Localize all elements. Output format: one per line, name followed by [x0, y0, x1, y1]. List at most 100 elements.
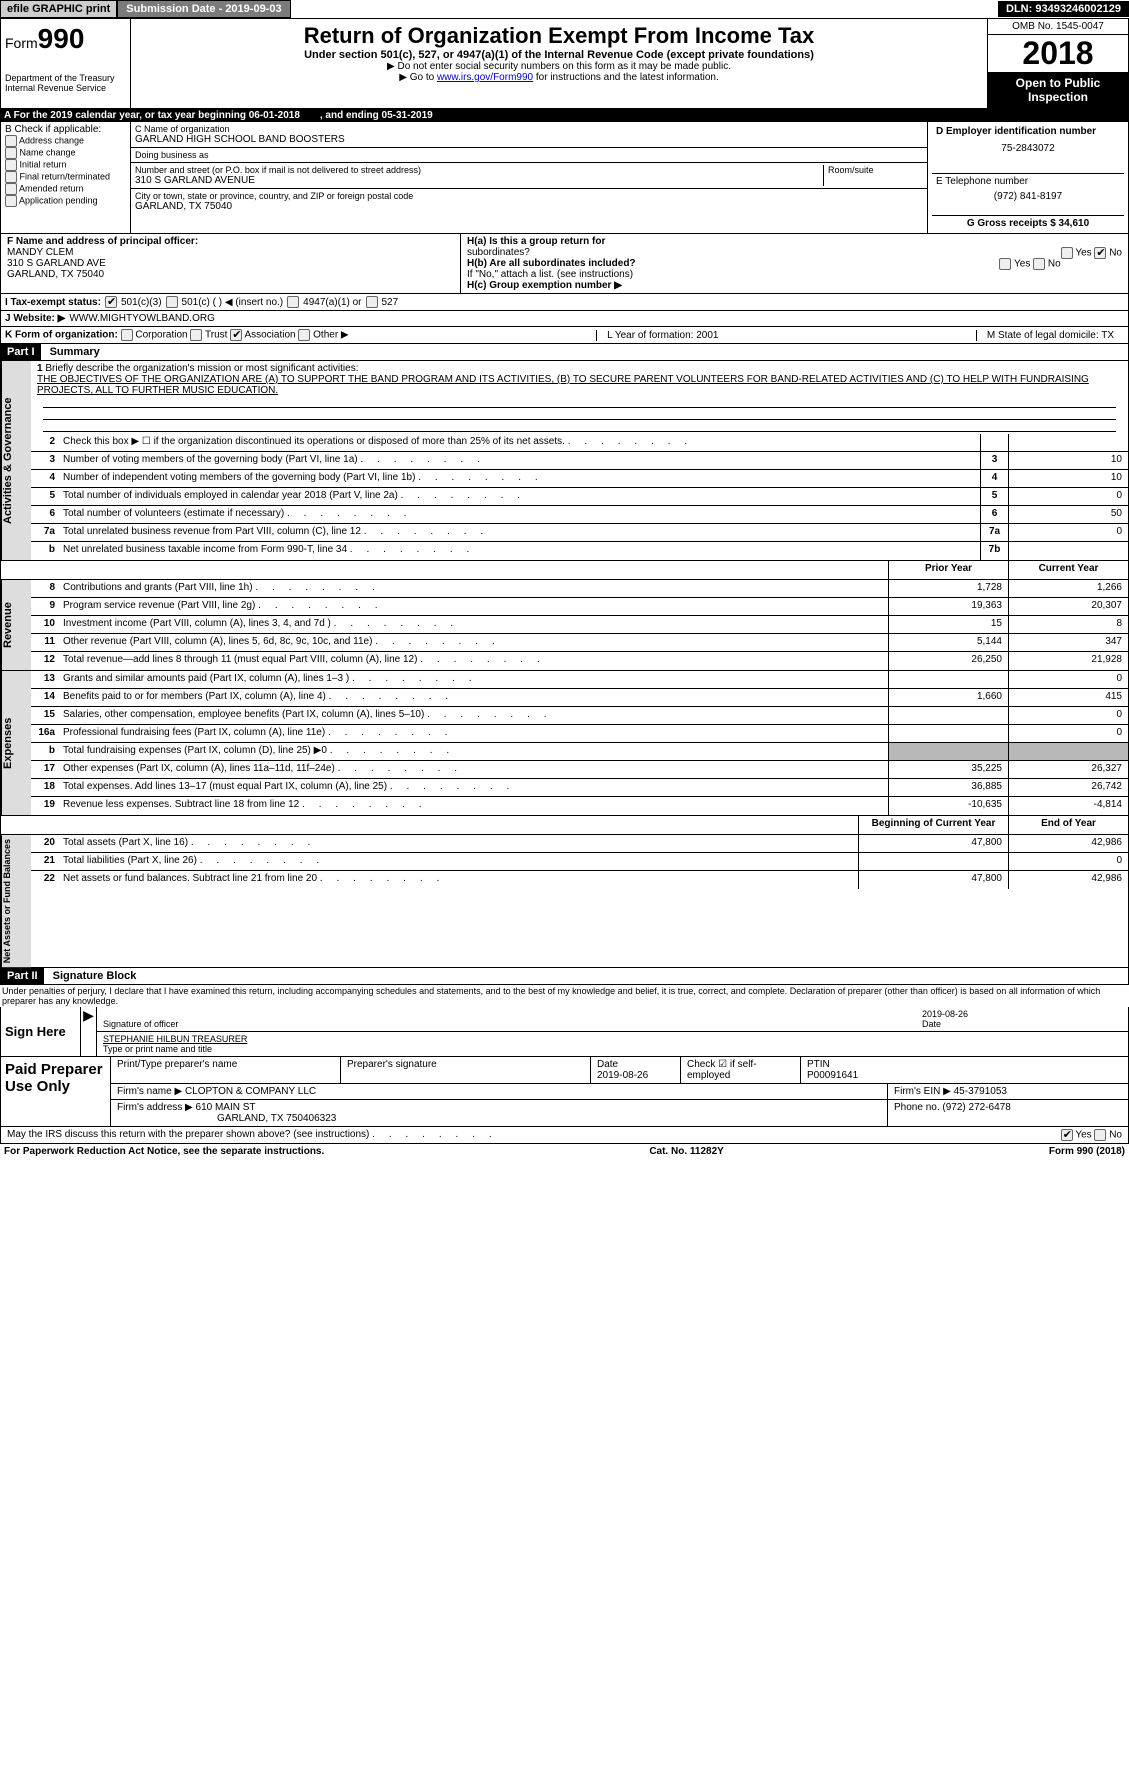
- addr-cell: Number and street (or P.O. box if mail i…: [131, 163, 927, 189]
- gross-label: G Gross receipts $ 34,610: [936, 218, 1120, 229]
- cb-4947[interactable]: [287, 296, 299, 308]
- cb-name[interactable]: Name change: [5, 147, 126, 159]
- prep-h4: Check ☑ if self-employed: [681, 1057, 801, 1083]
- gov-vlabel: Activities & Governance: [1, 361, 31, 560]
- instr-2-post: for instructions and the latest informat…: [533, 72, 719, 83]
- firm-ein-cell: Firm's EIN ▶ 45-3791053: [888, 1084, 1128, 1099]
- instr-2-pre: ▶ Go to: [399, 72, 437, 83]
- rev-section: Revenue 8 Contributions and grants (Part…: [0, 580, 1129, 671]
- cb-527[interactable]: [366, 296, 378, 308]
- discuss-text: May the IRS discuss this return with the…: [7, 1129, 492, 1141]
- sig-date: 2019-08-26Date: [922, 1009, 1122, 1029]
- discuss-yes-cb[interactable]: [1061, 1129, 1073, 1141]
- preparer-label: Paid Preparer Use Only: [1, 1057, 111, 1126]
- exp-vlabel: Expenses: [1, 671, 31, 815]
- cb-pending[interactable]: Application pending: [5, 195, 126, 207]
- gov-line: 5 Total number of individuals employed i…: [31, 488, 1128, 506]
- preparer-body: Print/Type preparer's name Preparer's si…: [111, 1057, 1128, 1126]
- cb-initial[interactable]: Initial return: [5, 159, 126, 171]
- ha-yesno: Yes No: [1061, 247, 1122, 259]
- efile-badge: efile GRAPHIC print: [0, 0, 117, 18]
- ha-label: H(a) Is this a group return for: [467, 236, 605, 247]
- tax-year: 2018: [988, 35, 1128, 72]
- exp-section: Expenses 13 Grants and similar amounts p…: [0, 671, 1129, 816]
- row-a-left: A For the 2019 calendar year, or tax yea…: [4, 110, 300, 121]
- fin-line: 20 Total assets (Part X, line 16) 47,800…: [31, 835, 1128, 853]
- hb-label: H(b) Are all subordinates included?: [467, 258, 636, 269]
- prior-year-hdr: Prior Year: [888, 561, 1008, 579]
- form-prefix: Form: [5, 35, 38, 51]
- fin-line: 10 Investment income (Part VIII, column …: [31, 616, 1128, 634]
- cb-other[interactable]: [298, 329, 310, 341]
- gov-body: 1 Briefly describe the organization's mi…: [31, 361, 1128, 560]
- prep-h5: PTINP00091641: [801, 1057, 864, 1083]
- submission-date: Submission Date - 2019-09-03: [117, 0, 290, 18]
- omb-no: OMB No. 1545-0047: [988, 19, 1128, 35]
- state-domicile: M State of legal domicile: TX: [976, 330, 1124, 341]
- part2-label: Part II: [1, 968, 44, 984]
- exp-body: 13 Grants and similar amounts paid (Part…: [31, 671, 1128, 815]
- box-b-label: B Check if applicable:: [5, 124, 126, 135]
- ha-no-cb[interactable]: [1094, 247, 1106, 259]
- hb-yesno: Yes No: [999, 258, 1060, 270]
- hb-yes-cb[interactable]: [999, 258, 1011, 270]
- cb-501c[interactable]: [166, 296, 178, 308]
- fin-line: 15 Salaries, other compensation, employe…: [31, 707, 1128, 725]
- fin-line: 9 Program service revenue (Part VIII, li…: [31, 598, 1128, 616]
- col-b: B Check if applicable: Address change Na…: [1, 122, 131, 233]
- firm-phone-cell: Phone no. (972) 272-6478: [888, 1100, 1128, 1126]
- cb-trust[interactable]: [190, 329, 202, 341]
- fin-line: 11 Other revenue (Part VIII, column (A),…: [31, 634, 1128, 652]
- cb-final[interactable]: Final return/terminated: [5, 171, 126, 183]
- officer-name: MANDY CLEM: [7, 247, 454, 258]
- mission-block: 1 Briefly describe the organization's mi…: [31, 361, 1128, 434]
- col-d: D Employer identification number 75-2843…: [928, 122, 1128, 233]
- dba-label: Doing business as: [135, 150, 923, 160]
- prep-h3: Date2019-08-26: [591, 1057, 681, 1083]
- row-k-label: K Form of organization:: [5, 330, 118, 341]
- form-number: Form990: [5, 23, 126, 55]
- box-f-label: F Name and address of principal officer:: [7, 236, 454, 247]
- footer-left: For Paperwork Reduction Act Notice, see …: [4, 1146, 324, 1157]
- cb-501c3[interactable]: [105, 296, 117, 308]
- net-section: Net Assets or Fund Balances 20 Total ass…: [0, 835, 1129, 968]
- addr-value: 310 S GARLAND AVENUE: [135, 175, 823, 186]
- form-subtitle: Under section 501(c), 527, or 4947(a)(1)…: [135, 49, 983, 61]
- cb-address[interactable]: Address change: [5, 135, 126, 147]
- phone-cell: E Telephone number (972) 841-8197: [932, 174, 1124, 216]
- ha-label2: subordinates?: [467, 247, 530, 258]
- row-a: A For the 2019 calendar year, or tax yea…: [0, 109, 1129, 122]
- cb-amended[interactable]: Amended return: [5, 183, 126, 195]
- mission-label: Briefly describe the organization's miss…: [45, 363, 358, 374]
- ha-row: H(a) Is this a group return for: [467, 236, 1122, 247]
- fin-line: 13 Grants and similar amounts paid (Part…: [31, 671, 1128, 689]
- part2-title: Signature Block: [47, 970, 137, 982]
- blank-line: [43, 396, 1116, 408]
- gov-line: 4 Number of independent voting members o…: [31, 470, 1128, 488]
- discuss-no-cb[interactable]: [1094, 1129, 1106, 1141]
- ha-yes-cb[interactable]: [1061, 247, 1073, 259]
- box-h: H(a) Is this a group return for subordin…: [461, 234, 1128, 293]
- gov-section: Activities & Governance 1 Briefly descri…: [0, 361, 1129, 561]
- fin-line: 8 Contributions and grants (Part VIII, l…: [31, 580, 1128, 598]
- ein-cell: D Employer identification number 75-2843…: [932, 124, 1124, 174]
- ein-label: D Employer identification number: [936, 126, 1120, 137]
- room-label: Room/suite: [828, 165, 923, 175]
- firm-addr-cell: Firm's address ▶ 610 MAIN STGARLAND, TX …: [111, 1100, 888, 1126]
- gross-cell: G Gross receipts $ 34,610: [932, 216, 1124, 231]
- cb-assoc[interactable]: [230, 329, 242, 341]
- header-left: Form990 Department of the Treasury Inter…: [1, 19, 131, 108]
- ha-row2: subordinates? Yes No: [467, 247, 1122, 258]
- rev-header-row: Prior Year Current Year: [0, 561, 1129, 580]
- hb-no-cb[interactable]: [1033, 258, 1045, 270]
- form-no: 990: [38, 23, 85, 54]
- irs-link[interactable]: www.irs.gov/Form990: [437, 72, 533, 83]
- instr-1: ▶ Do not enter social security numbers o…: [135, 61, 983, 72]
- sig-officer: Signature of officer: [103, 1009, 922, 1029]
- gov-line: 3 Number of voting members of the govern…: [31, 452, 1128, 470]
- footer-mid: Cat. No. 11282Y: [649, 1146, 723, 1157]
- cb-corp[interactable]: [121, 329, 133, 341]
- box-f: F Name and address of principal officer:…: [1, 234, 461, 293]
- row-k-left: K Form of organization: Corporation Trus…: [5, 329, 349, 341]
- row-i: I Tax-exempt status: 501(c)(3) 501(c) ( …: [0, 294, 1129, 311]
